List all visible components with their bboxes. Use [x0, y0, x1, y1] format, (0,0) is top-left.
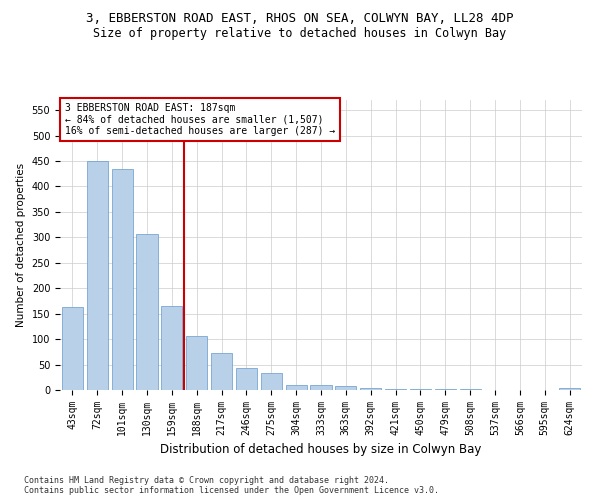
Bar: [136, 234, 158, 390]
Bar: [236, 368, 257, 390]
Bar: [186, 336, 207, 390]
Text: Contains HM Land Registry data © Crown copyright and database right 2024.
Contai: Contains HM Land Registry data © Crown c…: [24, 476, 439, 495]
Bar: [286, 385, 307, 390]
Text: Size of property relative to detached houses in Colwyn Bay: Size of property relative to detached ho…: [94, 28, 506, 40]
Bar: [211, 354, 232, 390]
Y-axis label: Number of detached properties: Number of detached properties: [16, 163, 26, 327]
Bar: [261, 373, 282, 390]
Bar: [360, 388, 381, 390]
Bar: [87, 161, 108, 390]
Bar: [559, 388, 580, 390]
Bar: [62, 307, 83, 390]
Bar: [310, 385, 332, 390]
Bar: [385, 389, 406, 390]
Bar: [335, 386, 356, 390]
Bar: [112, 168, 133, 390]
X-axis label: Distribution of detached houses by size in Colwyn Bay: Distribution of detached houses by size …: [160, 444, 482, 456]
Bar: [161, 306, 182, 390]
Text: 3, EBBERSTON ROAD EAST, RHOS ON SEA, COLWYN BAY, LL28 4DP: 3, EBBERSTON ROAD EAST, RHOS ON SEA, COL…: [86, 12, 514, 26]
Text: 3 EBBERSTON ROAD EAST: 187sqm
← 84% of detached houses are smaller (1,507)
16% o: 3 EBBERSTON ROAD EAST: 187sqm ← 84% of d…: [65, 103, 335, 136]
